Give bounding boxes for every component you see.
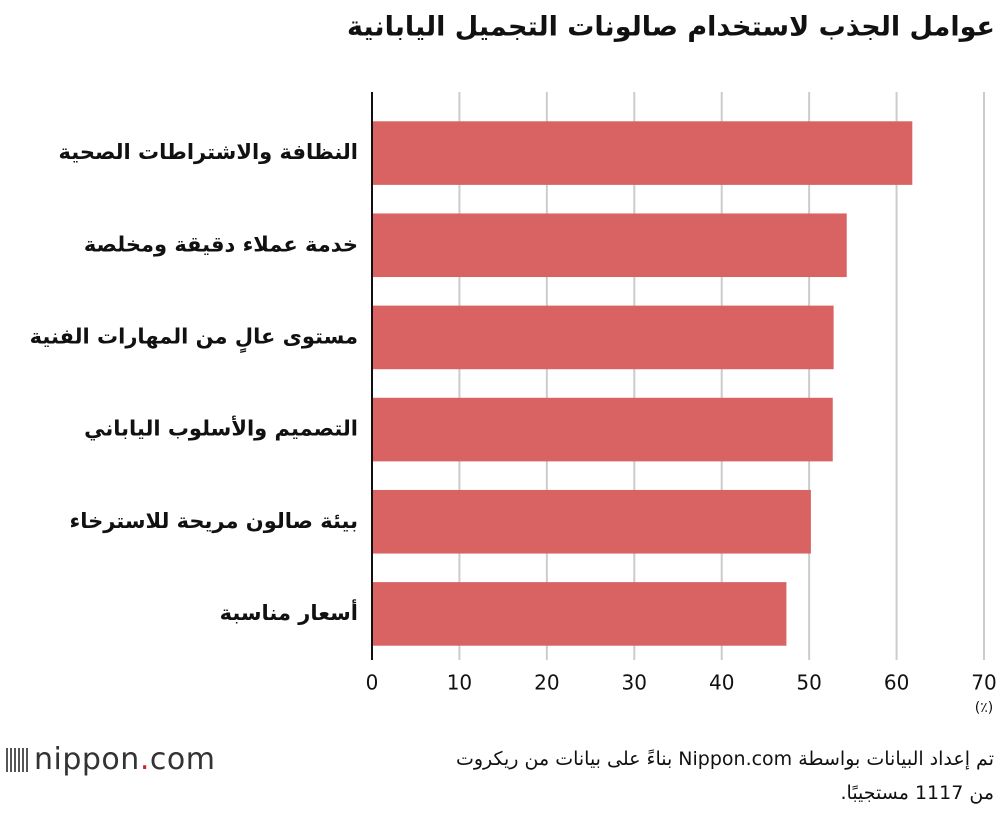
bar xyxy=(372,305,834,370)
source-line: تم إعداد البيانات بواسطة Nippon.com بناء… xyxy=(455,748,994,770)
y-tick-label: بيئة صالون مريحة للاسترخاء xyxy=(69,509,358,533)
source: تم إعداد البيانات بواسطة Nippon.com بناء… xyxy=(314,742,994,810)
bar xyxy=(372,582,787,646)
logo: nippon.com xyxy=(6,742,215,777)
x-tick-label: 10 xyxy=(447,671,472,695)
bar xyxy=(372,213,847,278)
x-tick-label: 0 xyxy=(366,671,379,695)
logo-dot: . xyxy=(139,742,150,777)
x-tick-label: 50 xyxy=(796,671,821,695)
bar xyxy=(372,397,833,462)
x-tick-label: 40 xyxy=(709,671,734,695)
y-tick-label: أسعار مناسبة xyxy=(220,598,358,625)
y-tick-label: التصميم والأسلوب الياباني xyxy=(84,415,358,441)
bar xyxy=(372,121,913,185)
logo-name: nippon xyxy=(34,742,140,777)
chart-title: عوامل الجذب لاستخدام صالونات التجميل الي… xyxy=(347,12,995,43)
source-line: من 1117 مستجيبًا. xyxy=(840,782,994,804)
y-tick-label: النظافة والاشتراطات الصحية xyxy=(59,140,358,164)
x-tick-label: 30 xyxy=(622,671,647,695)
y-tick-label: خدمة عملاء دقيقة ومخلصة xyxy=(84,232,358,256)
y-tick-label: مستوى عالٍ من المهارات الفنية xyxy=(30,324,358,354)
logo-suffix: com xyxy=(149,742,216,777)
chart: عوامل الجذب لاستخدام صالونات التجميل الي… xyxy=(30,12,997,717)
unit-label: (٪) xyxy=(975,700,993,716)
logo-icon xyxy=(6,748,28,772)
x-tick-label: 20 xyxy=(534,671,559,695)
bar xyxy=(372,489,811,554)
x-tick-label: 60 xyxy=(884,671,909,695)
x-tick-label: 70 xyxy=(971,671,996,695)
